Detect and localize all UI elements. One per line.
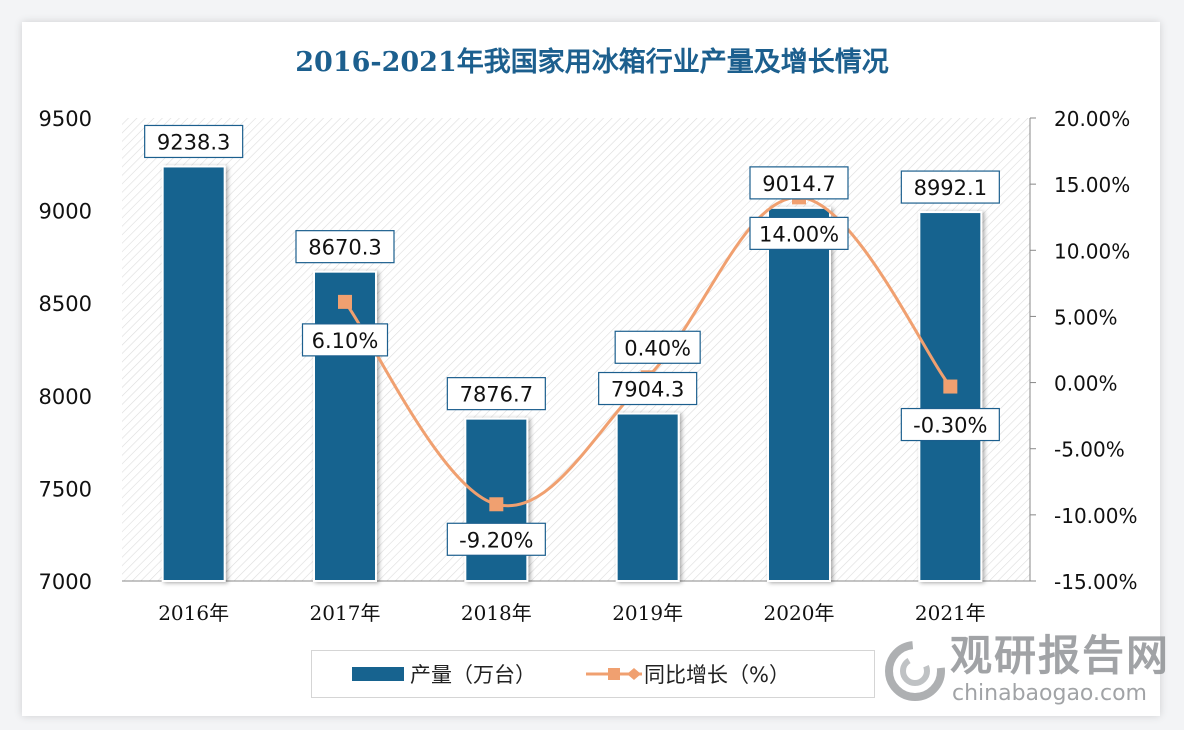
legend-label: 同比增长（%） (644, 663, 790, 687)
x-tick-label: 2018年 (461, 601, 532, 625)
growth-value-label-box (446, 522, 546, 556)
y-right-tick-label: 5.00% (1054, 305, 1118, 329)
growth-value-label-box (614, 330, 701, 364)
plot-area (122, 118, 1030, 581)
bar[interactable] (161, 165, 226, 583)
bar-value-label-box (446, 377, 546, 411)
y-right-tick-label: 20.00% (1054, 107, 1130, 131)
x-tick-label: 2019年 (612, 601, 683, 625)
watermark-en: chinabaogao.com (952, 681, 1147, 706)
growth-marker[interactable] (943, 379, 958, 394)
bar[interactable] (313, 270, 377, 582)
growth-value-label-box (900, 407, 1000, 442)
growth-value-label-box (301, 323, 389, 357)
bar-value-label: 8992.1 (914, 176, 987, 200)
bar-value-label-box (598, 371, 698, 406)
legend-label: 产量（万台） (410, 663, 536, 687)
growth-value-label: -0.30% (913, 414, 987, 438)
growth-marker[interactable] (338, 294, 352, 309)
y-left-tick-label: 8000 (39, 385, 92, 409)
y-left-tick-label: 9000 (39, 200, 92, 224)
growth-value-label: 14.00% (759, 222, 839, 246)
y-right-tick-label: 10.00% (1054, 239, 1130, 263)
bar[interactable] (918, 211, 983, 582)
y-left-tick-label: 7000 (39, 570, 92, 594)
bar[interactable] (615, 412, 680, 583)
legend-item-production[interactable]: 产量（万台） (352, 659, 536, 689)
x-tick-label: 2021年 (915, 601, 986, 625)
bar-value-label-box (749, 166, 849, 200)
legend-item-growth[interactable]: 同比增长（%） (586, 659, 790, 689)
x-tick-label: 2016年 (158, 601, 229, 625)
watermark-logo-icon (885, 641, 945, 701)
x-tick-label: 2020年 (764, 601, 835, 625)
growth-marker[interactable] (489, 497, 504, 512)
bar-value-label: 9014.7 (762, 172, 835, 196)
y-right-tick-label: -10.00% (1054, 504, 1137, 528)
bar-value-label: 8670.3 (308, 236, 381, 260)
bar-value-label: 9238.3 (157, 130, 230, 154)
legend: 产量（万台） 同比增长（%） (311, 650, 875, 698)
bar-value-label: 7876.7 (460, 383, 533, 407)
bar[interactable] (767, 206, 831, 582)
y-left-tick-label: 9500 (39, 107, 92, 131)
y-left-tick-label: 7500 (39, 477, 92, 501)
growth-value-label: -9.20% (459, 528, 533, 552)
bar-value-label-box (900, 170, 1000, 204)
legend-bar-swatch (352, 667, 404, 681)
legend-line-swatch (586, 668, 642, 680)
growth-value-label-box (749, 216, 849, 250)
growth-value-label: 0.40% (624, 336, 691, 360)
y-left-tick-label: 8500 (39, 292, 92, 316)
y-right-tick-label: -5.00% (1054, 438, 1125, 462)
x-tick-label: 2017年 (310, 601, 381, 625)
chart-title: 2016-2021年我国家用冰箱行业产量及增长情况 (295, 47, 889, 78)
y-right-tick-label: 0.00% (1054, 372, 1118, 396)
growth-value-label: 6.10% (312, 329, 379, 353)
y-right-tick-label: 15.00% (1054, 173, 1130, 197)
bar-value-label-box (144, 124, 244, 159)
bar-value-label: 7904.3 (611, 378, 684, 402)
y-right-tick-label: -15.00% (1054, 570, 1137, 594)
watermark-cn: 观研报告网 (950, 631, 1171, 680)
bar-value-label-box (295, 230, 395, 264)
